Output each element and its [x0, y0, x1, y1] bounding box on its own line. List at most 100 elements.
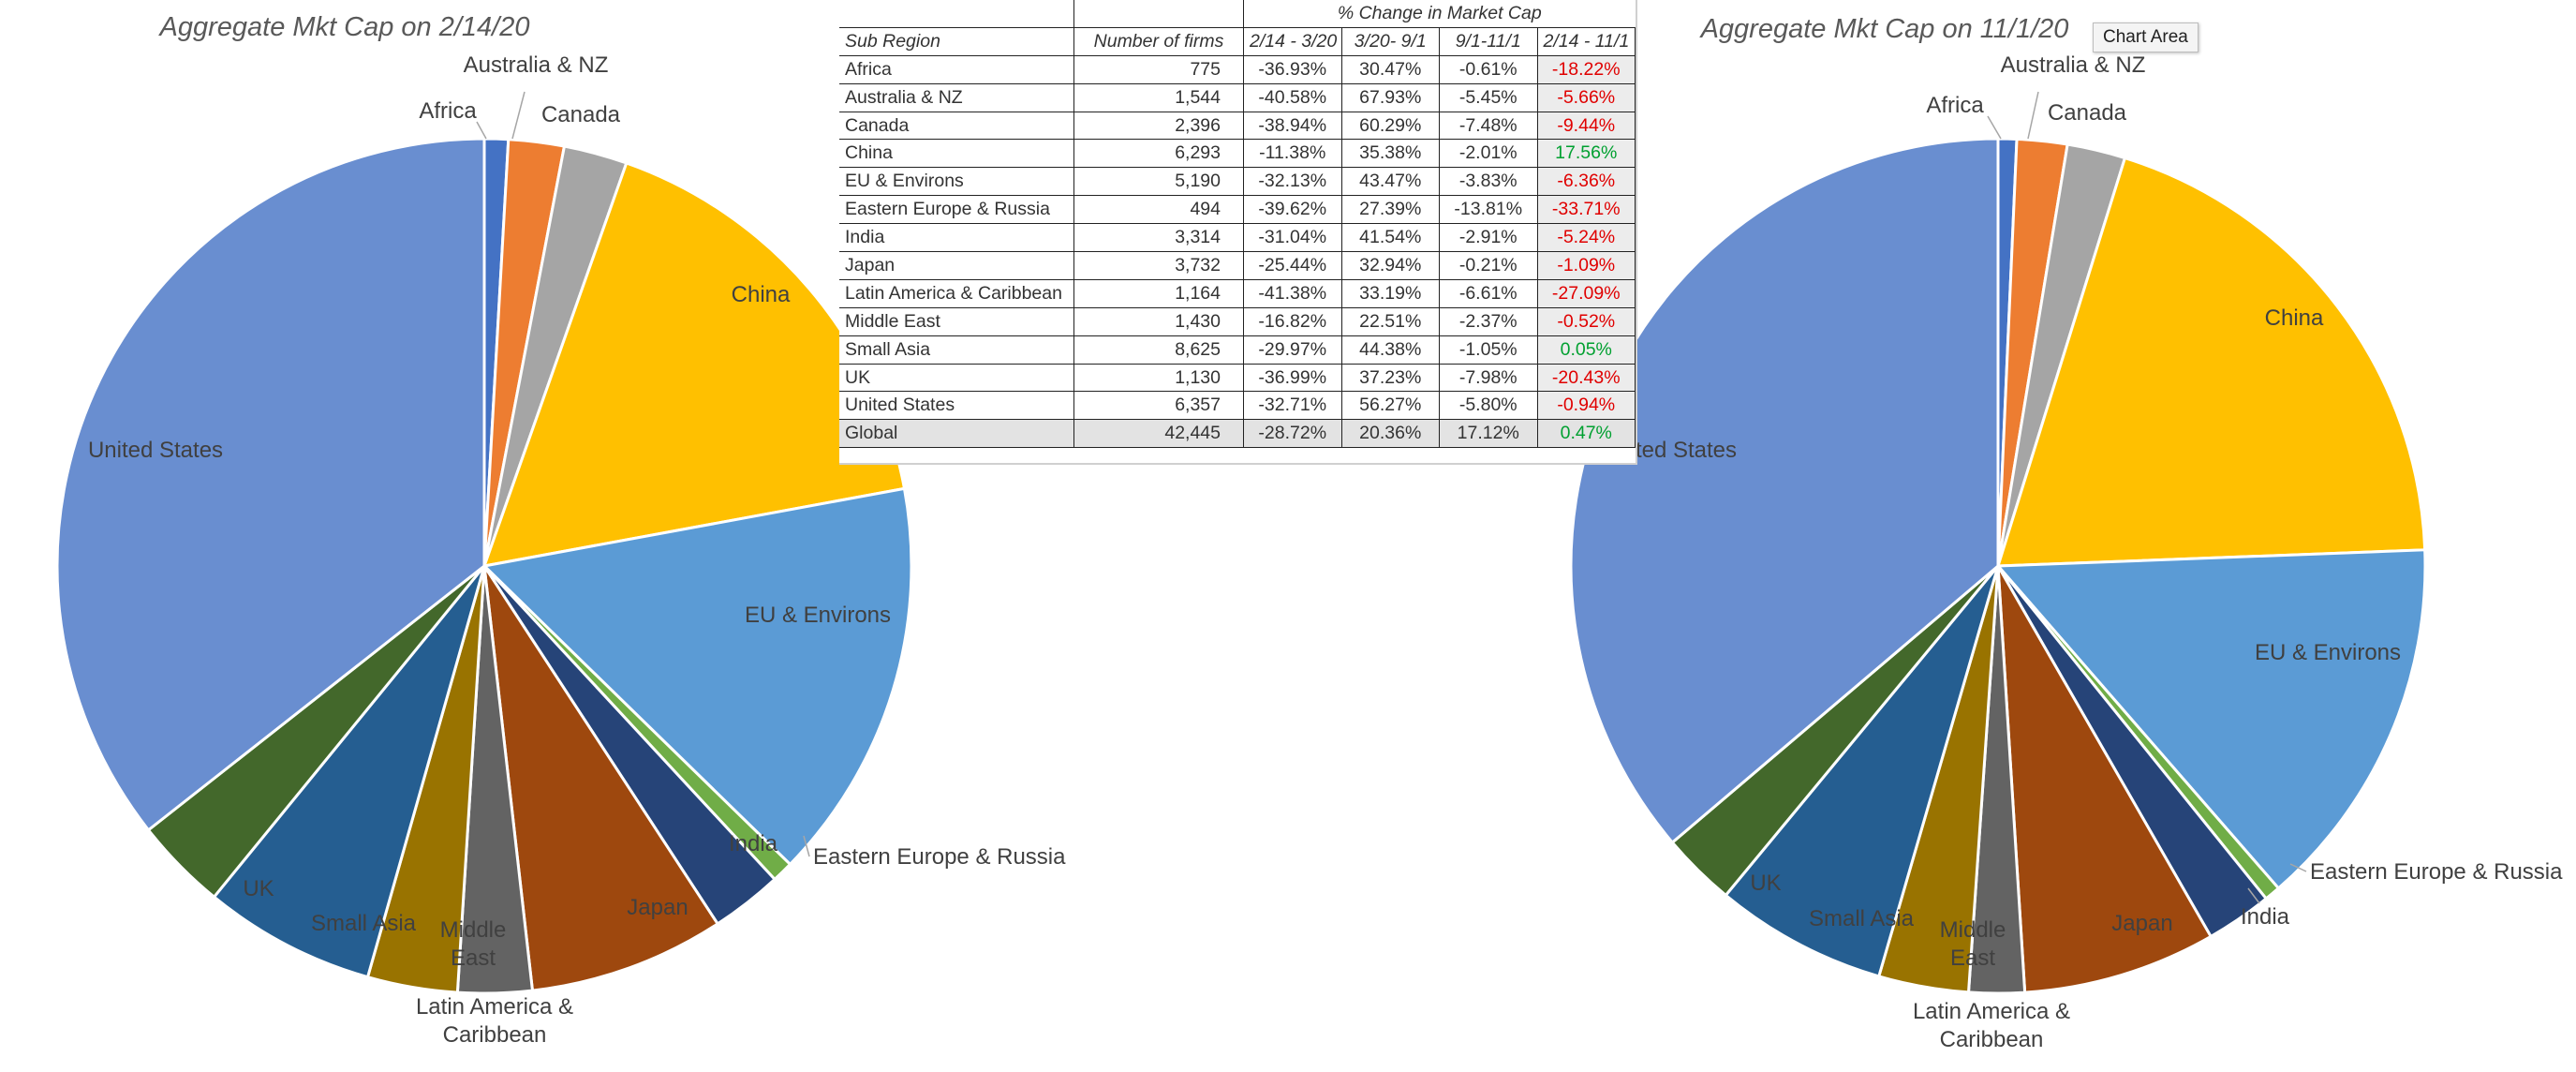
table-cell: -2.37% [1439, 307, 1538, 336]
table-cell: -5.24% [1537, 223, 1636, 253]
table-cell: -29.97% [1243, 335, 1342, 365]
table-cell: India [839, 223, 1074, 253]
table-cell: 2,396 [1073, 112, 1244, 141]
table-cell: 22.51% [1341, 307, 1440, 336]
table-cell: UK [839, 364, 1074, 393]
table-cell: EU & Environs [839, 167, 1074, 197]
col-header-period-3: 9/1-11/1 [1439, 27, 1538, 56]
table-cell: 0.05% [1537, 335, 1636, 365]
table-cell: 1,544 [1073, 83, 1244, 112]
slice-label-middle-east: Middle East [1940, 917, 2006, 971]
slice-label-uk: UK [243, 876, 274, 901]
leader-line-eastern-europe-and-russia [803, 835, 810, 857]
table-group-title: % Change in Market Cap [1243, 0, 1636, 28]
table-cell: Small Asia [839, 335, 1074, 365]
col-header-period-2: 3/20- 9/1 [1341, 27, 1440, 56]
slice-label-japan: Japan [627, 895, 688, 920]
slice-label-australia-and-nz: Australia & NZ [2001, 52, 2146, 78]
table-row: Canada 2,396 -38.94% 60.29% -7.48% -9.44% [839, 112, 1636, 141]
table-cell: -3.83% [1439, 167, 1538, 197]
table-cell: -25.44% [1243, 251, 1342, 280]
table-cell: Latin America & Caribbean [839, 279, 1074, 308]
chart-title-left: Aggregate Mkt Cap on 2/14/20 [158, 12, 530, 42]
table-row: Australia & NZ 1,544 -40.58% 67.93% -5.45% -5… [839, 83, 1636, 112]
leader-line-africa [476, 121, 487, 140]
table-row: India 3,314 -31.04% 41.54% -2.91% -5.24% [839, 223, 1636, 253]
slice-label-united-states: ted States [1636, 438, 1737, 463]
leader-line-australia-and-nz [2027, 91, 2039, 140]
table-cell: -41.38% [1243, 279, 1342, 308]
leader-line-india [2247, 887, 2260, 904]
table-cell: 33.19% [1341, 279, 1440, 308]
table-cell: -5.80% [1439, 391, 1538, 421]
table-cell: 775 [1073, 55, 1244, 84]
table-cell: -39.62% [1243, 195, 1342, 225]
pie-slice-small-asia[interactable] [1724, 565, 2000, 978]
pie-left[interactable] [55, 137, 913, 995]
table-cell: -18.22% [1537, 55, 1636, 84]
table-cell: -32.71% [1243, 391, 1342, 421]
table-cell: Africa [839, 55, 1074, 84]
slice-label-india: India [729, 831, 778, 856]
table-cell: Global [839, 419, 1074, 449]
table-cell: 37.23% [1341, 364, 1440, 393]
table-cell: 32.94% [1341, 251, 1440, 280]
table-cell: -31.04% [1243, 223, 1342, 253]
table-cell: 5,190 [1073, 167, 1244, 197]
table-cell: -2.01% [1439, 139, 1538, 169]
table-cell: -7.98% [1439, 364, 1538, 393]
table-cell: Eastern Europe & Russia [839, 195, 1074, 225]
table-cell: 1,164 [1073, 279, 1244, 308]
table-cell: 43.47% [1341, 167, 1440, 197]
table-cell: 41.54% [1341, 223, 1440, 253]
labels-left: Africa Australia & NZ Canada China EU & Envi… [88, 52, 1066, 1048]
table-row: China 6,293 -11.38% 35.38% -2.01% 17.56% [839, 139, 1636, 169]
col-header-sub-region: Sub Region [839, 27, 1074, 56]
pie-slice-china[interactable] [1995, 156, 2427, 568]
table-cell: -6.36% [1537, 167, 1636, 197]
table-cell: -0.21% [1439, 251, 1538, 280]
leader-line-eastern-europe-and-russia [2289, 863, 2307, 872]
table-cell: 67.93% [1341, 83, 1440, 112]
pie-slice-eu-and-environs[interactable] [1994, 548, 2427, 891]
slice-label-eastern-europe-and-russia: Eastern Europe & Russia [2310, 859, 2563, 885]
table-cell: China [839, 139, 1074, 169]
table-cell: 44.38% [1341, 335, 1440, 365]
table-row: Global 42,445 -28.72% 20.36% 17.12% 0.47% [839, 419, 1636, 449]
table-cell: -1.05% [1439, 335, 1538, 365]
pie-slice-small-asia[interactable] [212, 565, 486, 979]
slice-label-small-asia: Small Asia [311, 911, 417, 936]
table-cell: 494 [1073, 195, 1244, 225]
table-cell: 60.29% [1341, 112, 1440, 141]
pie-slice-united-states[interactable] [55, 137, 486, 832]
table-cell: -5.45% [1439, 83, 1538, 112]
table-row: Small Asia 8,625 -29.97% 44.38% -1.05% 0.05% [839, 335, 1636, 365]
table-cell: 3,314 [1073, 223, 1244, 253]
labels-right: Africa Australia & NZ Canada China EU & Envi… [1636, 52, 2563, 1052]
table-group-header-row: % Change in Market Cap [839, 0, 1636, 28]
table-cell: 17.56% [1537, 139, 1636, 169]
table-cell: United States [839, 391, 1074, 421]
table-cell: 6,357 [1073, 391, 1244, 421]
table-cell: 1,130 [1073, 364, 1244, 393]
pie-slice-eu-and-environs[interactable] [481, 486, 913, 867]
slice-label-eu-and-environs: EU & Environs [2255, 640, 2401, 665]
table-cell: -36.93% [1243, 55, 1342, 84]
table-cell: -5.66% [1537, 83, 1636, 112]
slice-label-eu-and-environs: EU & Environs [745, 603, 891, 628]
table-cell: 1,430 [1073, 307, 1244, 336]
table-row: Africa 775 -36.93% 30.47% -0.61% -18.22% [839, 55, 1636, 84]
table-cell: -13.81% [1439, 195, 1538, 225]
pie-slice-japan[interactable] [1996, 565, 2213, 994]
table-cell: -9.44% [1537, 112, 1636, 141]
pie-slice-japan[interactable] [482, 565, 720, 992]
table-cell: 20.36% [1341, 419, 1440, 449]
slice-label-eastern-europe-and-russia: Eastern Europe & Russia [813, 844, 1066, 870]
pie-right[interactable] [1569, 137, 2427, 995]
table-cell: 42,445 [1073, 419, 1244, 449]
table-cell: -27.09% [1537, 279, 1636, 308]
table-cell: 3,732 [1073, 251, 1244, 280]
slice-label-uk: UK [1750, 871, 1781, 896]
table-row: UK 1,130 -36.99% 37.23% -7.98% -20.43% [839, 364, 1636, 393]
